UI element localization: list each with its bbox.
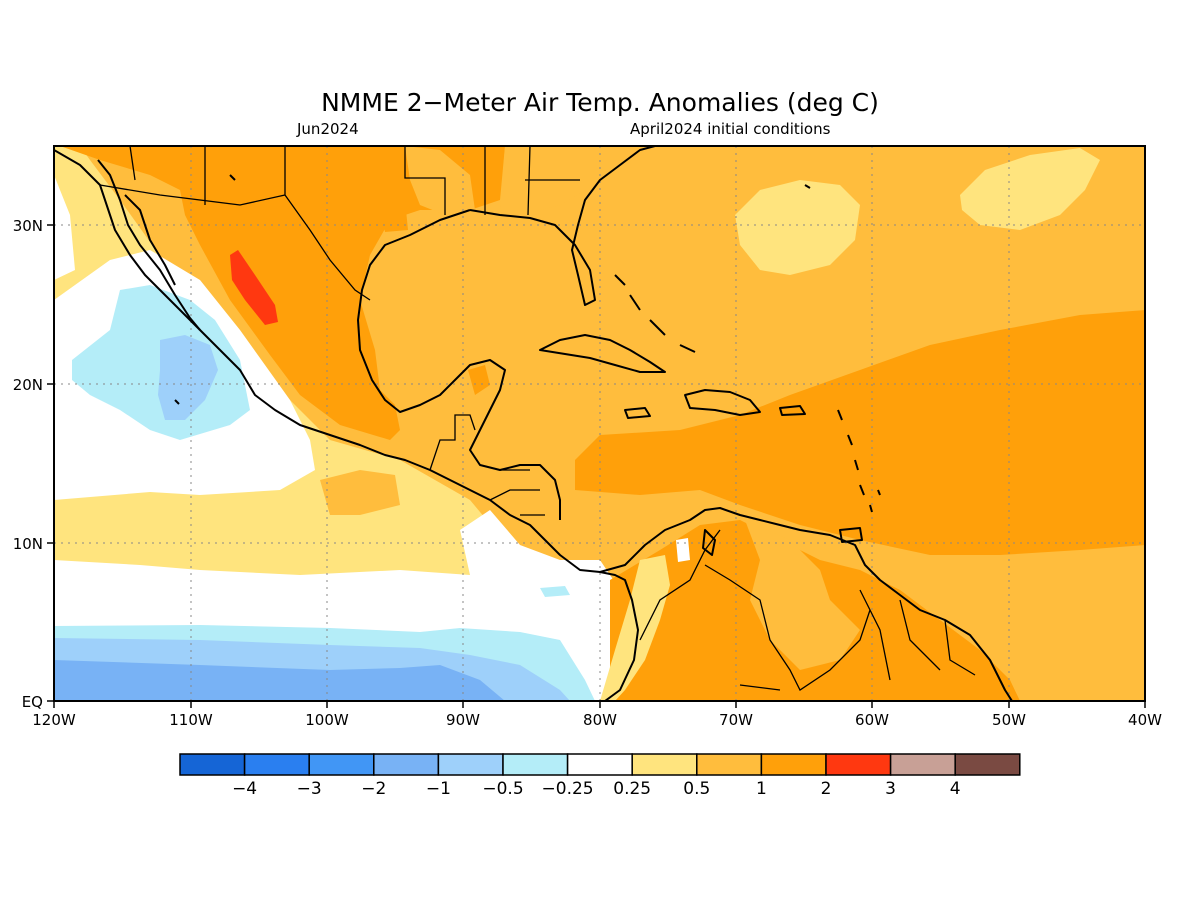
lat-label: 10N [13, 535, 43, 553]
coast-trinidad [839, 527, 863, 543]
lon-label: 60W [855, 711, 889, 729]
border-south-america [639, 529, 976, 691]
lon-label: 70W [719, 711, 753, 729]
coast-lake-maracaibo [702, 529, 716, 556]
longitude-labels: 120W 110W 100W 90W 80W 70W 60W 50W 40W [32, 711, 1162, 729]
colorbar-swatch [760, 753, 827, 776]
field-atlantic-warm [575, 310, 1145, 555]
coast-puerto-rico [779, 405, 806, 416]
valid-month-label: Jun2024 [296, 120, 359, 138]
colorbar-label: −4 [232, 779, 257, 799]
colorbar-swatch [889, 753, 956, 776]
latitude-labels: EQ 10N 20N 30N [13, 217, 43, 711]
colorbar-label: 4 [950, 779, 961, 799]
map-title: NMME 2−Meter Air Temp. Anomalies (deg C) [321, 88, 879, 117]
colorbar-label: −0.25 [542, 779, 594, 799]
colorbar: −4 −3 −2 −1 −0.5 −0.25 0.25 0.5 1 2 3 4 [179, 753, 1021, 799]
field-atlantic-mild-1 [735, 180, 860, 275]
colorbar-swatch [825, 753, 892, 776]
field-colombia-mild [600, 555, 670, 701]
anomaly-field [54, 146, 1145, 701]
field-pacific-warm-patch [320, 470, 400, 515]
colorbar-label: −2 [361, 779, 386, 799]
coastlines [54, 146, 1013, 701]
coast-south-america [599, 507, 1013, 701]
colorbar-label: −0.5 [482, 779, 523, 799]
lon-label: 100W [305, 711, 349, 729]
field-colombia-neutral [676, 538, 690, 562]
colorbar-label: 0.25 [613, 779, 651, 799]
colorbar-swatch [179, 753, 246, 776]
coast-us-southeast [469, 146, 656, 306]
field-pacific-0.25-0.5 [54, 146, 600, 701]
coast-north-america [54, 149, 639, 701]
axis-tick-marks [47, 224, 1146, 708]
colorbar-label: 0.5 [683, 779, 710, 799]
lon-label: 40W [1128, 711, 1162, 729]
colorbar-swatch [696, 753, 763, 776]
colorbar-label: 3 [885, 779, 896, 799]
lon-label: 80W [583, 711, 617, 729]
coast-baja [97, 159, 201, 331]
colorbar-swatch [308, 753, 375, 776]
colorbar-swatch [502, 753, 569, 776]
coast-gulf-of-mexico [357, 209, 561, 520]
field-atlantic-mild-2 [960, 148, 1100, 230]
field-hot-spot [230, 250, 278, 325]
initial-conditions-label: April2024 initial conditions [630, 120, 831, 138]
colorbar-label: −1 [426, 779, 451, 799]
border-us-states [129, 146, 580, 216]
colorbar-label: 1 [756, 779, 767, 799]
lat-label: 20N [13, 376, 43, 394]
lon-label: 90W [446, 711, 480, 729]
coast-jamaica [624, 407, 651, 419]
field-pacific-neutral [54, 175, 640, 701]
lon-label: 110W [169, 711, 213, 729]
colorbar-label: −3 [297, 779, 322, 799]
colorbar-label: 2 [821, 779, 832, 799]
colorbar-swatch [373, 753, 440, 776]
field-gulf-blob [380, 200, 408, 232]
colorbar-swatch [437, 753, 504, 776]
colorbar-swatch [954, 753, 1021, 776]
coast-lesser-antilles [837, 409, 881, 513]
political-borders [99, 146, 976, 691]
colorbar-swatch [243, 753, 310, 776]
graticule [54, 146, 1145, 701]
coast-islands-mx-pacific [174, 174, 811, 405]
field-yucatan-warm [468, 365, 490, 395]
field-mexico-warm [54, 146, 505, 440]
lat-label: 30N [13, 217, 43, 235]
field-pacific-cool-3 [54, 660, 505, 701]
lon-label: 50W [992, 711, 1026, 729]
lat-label: EQ [22, 693, 43, 711]
border-central-america [429, 414, 545, 516]
colorbar-swatch [566, 753, 633, 776]
coast-hispaniola [684, 389, 761, 416]
lon-label: 120W [32, 711, 76, 729]
coast-cuba [539, 334, 666, 373]
border-us-mexico [99, 146, 371, 301]
colorbar-swatch [631, 753, 698, 776]
field-venezuela-cool [745, 520, 860, 670]
coast-bahamas [614, 274, 696, 353]
